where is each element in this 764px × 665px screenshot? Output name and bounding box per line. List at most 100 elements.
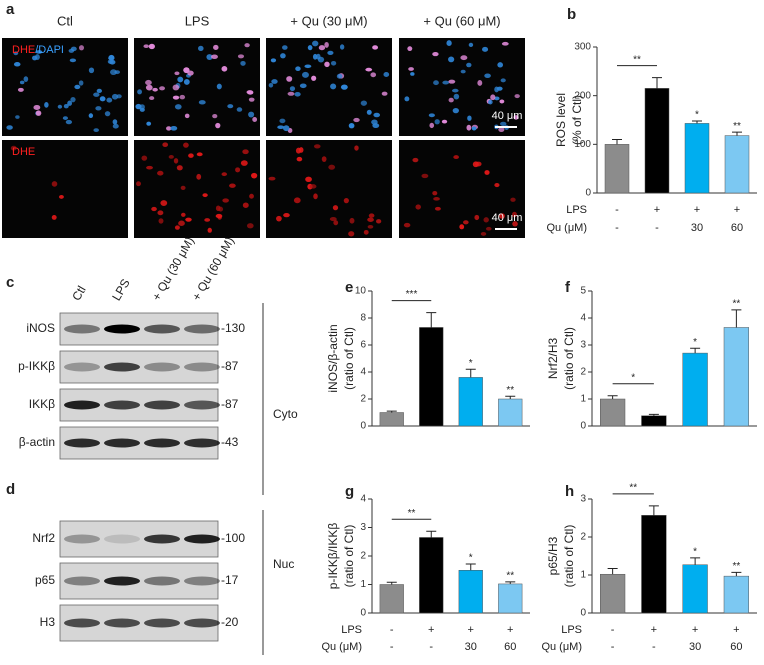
- cell: [237, 54, 245, 59]
- condition-name: LPS: [341, 624, 362, 636]
- column-header: Ctl: [57, 13, 73, 28]
- cell: [327, 50, 334, 55]
- cell: [268, 176, 276, 181]
- significance-label: *: [693, 337, 697, 348]
- cell: [198, 100, 206, 105]
- error-bar: [648, 505, 659, 516]
- cell: [69, 58, 77, 63]
- cell: [498, 127, 505, 133]
- cell: [499, 213, 505, 219]
- cell: [78, 80, 84, 86]
- band: [144, 438, 180, 448]
- significance-label: ***: [406, 289, 418, 300]
- condition-value: +: [734, 204, 740, 216]
- cell: [51, 214, 57, 220]
- band: [144, 400, 180, 410]
- panel-label: f: [565, 279, 571, 296]
- band: [104, 400, 140, 410]
- error-bar: [731, 309, 742, 328]
- band: [104, 618, 140, 628]
- kda-label: -87: [221, 397, 239, 411]
- y-tick-label: 300: [574, 42, 591, 53]
- cell: [294, 92, 301, 97]
- y-tick-label: 2: [360, 394, 366, 405]
- cell: [360, 100, 368, 106]
- cell: [221, 172, 228, 177]
- cell: [433, 80, 439, 86]
- cell: [448, 56, 455, 63]
- cell: [35, 50, 43, 54]
- error-bar: [690, 557, 701, 565]
- cell: [287, 91, 295, 96]
- cell: [184, 113, 190, 119]
- error-bar: [732, 131, 742, 136]
- significance-label: **: [408, 508, 416, 519]
- stain-label: DHE/DAPI: [12, 44, 64, 56]
- cell: [484, 73, 491, 79]
- significance-label: *: [469, 358, 473, 369]
- cell: [174, 225, 180, 230]
- condition-value: -: [615, 222, 619, 234]
- cell: [499, 99, 505, 104]
- cell: [202, 193, 208, 198]
- y-tick-label: 4: [360, 367, 366, 378]
- error-bar: [607, 568, 618, 575]
- cell: [88, 113, 94, 119]
- cell: [276, 215, 282, 222]
- cell: [289, 86, 296, 92]
- kda-label: -87: [221, 359, 239, 373]
- cell: [93, 92, 100, 97]
- panel-label: d: [6, 481, 15, 498]
- cell: [299, 83, 307, 89]
- protein-label: p-IKKβ: [18, 359, 55, 373]
- condition-value: -: [390, 624, 394, 636]
- cell: [270, 58, 277, 63]
- cell: [112, 119, 118, 125]
- cell: [286, 76, 293, 82]
- condition-name: Qu (μM): [321, 641, 362, 653]
- cell: [183, 78, 190, 85]
- cell: [497, 62, 504, 68]
- cell: [109, 59, 116, 65]
- significance-label: **: [506, 571, 514, 582]
- condition-value: -: [611, 641, 615, 653]
- y-tick-label: 3: [580, 340, 586, 351]
- cell: [176, 165, 183, 171]
- bar: [498, 398, 523, 427]
- cell: [67, 100, 73, 106]
- significance-label: **: [733, 121, 741, 132]
- cell: [168, 155, 174, 159]
- cell: [365, 67, 373, 72]
- cell: [496, 86, 503, 91]
- cell: [324, 61, 330, 68]
- stain-name: /DAPI: [35, 44, 64, 56]
- error-bar: [731, 571, 742, 577]
- cell: [106, 97, 113, 103]
- cell: [305, 176, 312, 183]
- cell: [136, 181, 141, 187]
- cell: [321, 156, 327, 163]
- cell: [512, 221, 518, 227]
- scale-bar-label: 40 μm: [492, 212, 523, 224]
- condition-name: LPS: [561, 624, 582, 636]
- condition-value: +: [694, 204, 700, 216]
- bar: [682, 564, 708, 614]
- cell: [404, 96, 410, 102]
- y-axis-label: iNOS/β-actin: [326, 324, 340, 392]
- cell: [448, 97, 454, 103]
- lane-label: Ctl: [69, 283, 88, 303]
- condition-value: +: [692, 624, 698, 636]
- cell: [162, 142, 169, 148]
- cell: [408, 67, 414, 71]
- cell: [480, 232, 487, 236]
- cell: [213, 44, 219, 50]
- cell: [96, 88, 102, 94]
- cell: [363, 229, 369, 235]
- cell: [282, 45, 288, 50]
- band: [184, 618, 220, 628]
- cell: [17, 87, 24, 92]
- condition-value: 30: [465, 641, 477, 653]
- bar: [644, 88, 670, 194]
- scale-bar-label: 40 μm: [492, 110, 523, 122]
- cell: [500, 78, 506, 83]
